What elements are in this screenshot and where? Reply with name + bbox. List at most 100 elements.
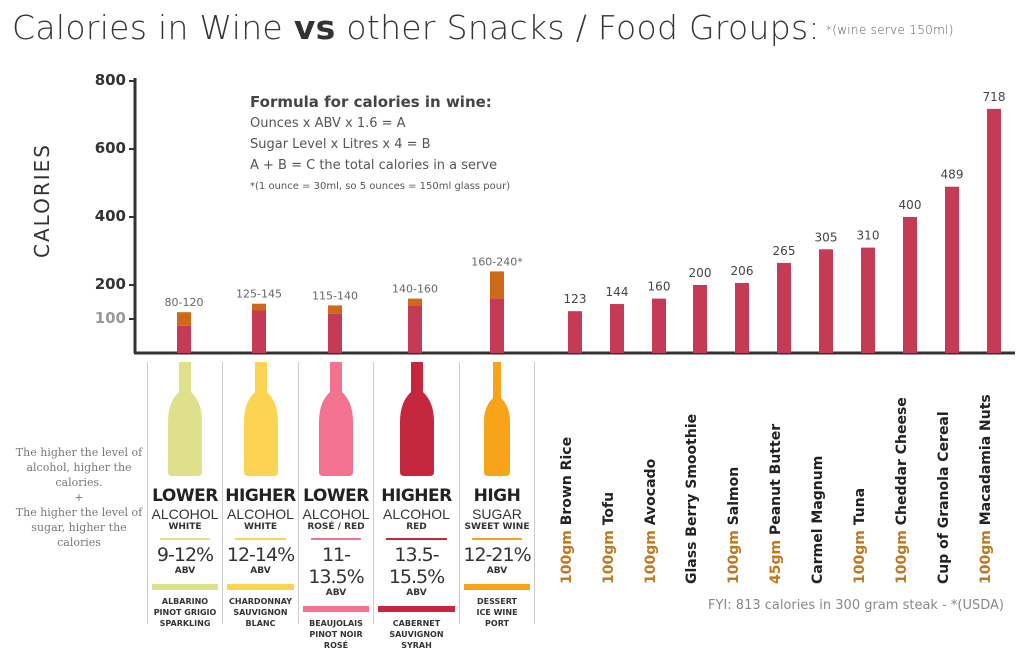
divider (160, 538, 210, 540)
y-tick-label: 800 (94, 71, 126, 89)
wine-kind: SUGAR (472, 506, 522, 522)
food-bar (987, 108, 1001, 353)
wine-bar-label: 115-140 (312, 289, 358, 302)
wine-bar-range (328, 305, 342, 314)
food-qty: 100gm (559, 530, 575, 584)
formula-note: *(1 ounce = 30ml, so 5 ounces = 150ml gl… (250, 181, 511, 192)
y-tick-label: 400 (94, 207, 126, 225)
wine-level: LOWER (152, 486, 218, 506)
grape-variety: ALBARINO (161, 597, 209, 606)
wine-bar-label: 80-120 (165, 296, 204, 309)
divider (472, 538, 522, 540)
food-label: 100gm Tuna (852, 362, 878, 592)
grape-variety: CABERNET (392, 619, 441, 628)
abv-label: ABV (406, 588, 427, 598)
wine-bar-range (177, 312, 191, 326)
wine-panel: HIGH SUGAR SWEET WINE 12-21% ABV DESSERT ICE W… (459, 362, 535, 628)
abv-label: ABV (174, 566, 196, 576)
side-note-line: The higher the level of alcohol, higher … (15, 446, 143, 489)
food-name: Cheddar Cheese (894, 397, 910, 526)
grape-variety: BLANC (245, 619, 276, 628)
food-bar (693, 285, 707, 353)
food-bar (945, 186, 959, 353)
grape-variety: DESSERT (477, 597, 517, 606)
wine-abv: 12-14% (226, 544, 295, 566)
grape-variety: CHARDONNAY (229, 597, 292, 606)
food-name: Brown Rice (559, 436, 575, 526)
food-qty: 100gm (601, 530, 617, 584)
food-bar (610, 304, 624, 353)
wine-type: RED (406, 522, 427, 532)
wine-kind: ALCOHOL (383, 506, 450, 522)
grape-variety: SAUVIGNON (233, 608, 288, 617)
wine-abv: 9-12% (156, 544, 214, 566)
food-name: Carmel Magnum (810, 455, 826, 584)
wine-bottle-icon (319, 362, 353, 476)
food-bar-value: 123 (564, 292, 587, 306)
side-note-line: The higher the level of sugar, higher th… (15, 506, 143, 549)
wine-bar-base (408, 305, 422, 353)
wine-kind: ALCOHOL (151, 506, 219, 522)
food-name: Tofu (601, 491, 617, 526)
wine-level: HIGHER (381, 486, 452, 506)
food-label: 100gm Avocado (643, 362, 669, 592)
grape-variety: PORT (485, 619, 509, 628)
food-label: 100gm Cheddar Cheese (894, 362, 920, 592)
food-qty: 45gm (768, 539, 784, 584)
wine-abv: 12-21% (463, 544, 531, 566)
food-label: 45gm Peanut Butter (768, 362, 794, 592)
grape-variety: SPARKLING (159, 619, 211, 628)
food-bar (652, 298, 666, 353)
wine-level: HIGHER (225, 486, 296, 506)
food-bar (735, 282, 749, 353)
wine-bar-base (177, 325, 191, 353)
formula-line: Sugar Level x Litres x 4 = B (250, 137, 431, 152)
food-bar-value: 310 (857, 229, 880, 243)
formula-box: Formula for calories in wine: Ounces x A… (250, 92, 510, 197)
color-bar (378, 606, 455, 612)
food-bar-value: 489 (941, 168, 964, 182)
food-label: Glass Berry Smoothie (684, 362, 710, 592)
side-note-plus: + (74, 491, 84, 504)
title-note: *(wine serve 150ml) (825, 22, 954, 37)
wine-bottle-icon (484, 362, 510, 476)
food-bar-value: 206 (731, 264, 754, 278)
divider (235, 538, 286, 540)
wine-level: LOWER (303, 486, 369, 506)
color-bar (227, 584, 294, 590)
wine-bar-base (328, 313, 342, 353)
food-label: 100gm Salmon (726, 362, 752, 592)
wine-bar-range (408, 298, 422, 306)
color-bar (464, 584, 530, 590)
wine-type: ROSÉ / RED (307, 522, 365, 532)
wine-abv: 11-13.5% (308, 544, 364, 588)
wine-bottle-icon (399, 362, 434, 476)
side-note: The higher the level of alcohol, higher … (15, 445, 143, 550)
wine-bar-range (252, 303, 266, 311)
food-label: Carmel Magnum (810, 362, 836, 592)
grape-variety: SAUVIGNON (389, 630, 444, 639)
chart-plot: 80-120 125-145 115-140 140-160 160-240* 123 14… (129, 78, 1015, 355)
food-qty: 100gm (852, 530, 868, 584)
abv-label: ABV (325, 588, 347, 598)
food-bar-value: 305 (815, 230, 838, 244)
food-bar (819, 249, 833, 353)
wine-panel: HIGHER ALCOHOL RED 13.5-15.5% ABV CABERNET SAU… (373, 362, 459, 650)
wine-bar-label: 125-145 (236, 288, 282, 301)
food-bar-value: 265 (773, 244, 796, 258)
wine-type: SWEET WINE (464, 522, 530, 532)
wine-panel: HIGHER ALCOHOL WHITE 12-14% ABV CHARDONNAY SAU… (222, 362, 298, 628)
page-title: Calories in Wine vs other Snacks / Food … (12, 8, 954, 47)
food-bar-value: 144 (606, 285, 629, 299)
food-label: 100gm Macadamia Nuts (978, 362, 1004, 592)
grape-variety: PINOT GRIGIO (153, 608, 217, 617)
food-qty: 100gm (726, 530, 742, 584)
wine-bar-label: 140-160 (392, 283, 438, 296)
wine-panel: LOWER ALCOHOL ROSÉ / RED 11-13.5% ABV BEAUJOL… (298, 362, 373, 650)
food-name: Peanut Butter (768, 423, 784, 536)
abv-label: ABV (250, 566, 271, 576)
wine-bottle-icon (243, 362, 278, 476)
grape-variety: PINOT NOIR (309, 630, 363, 639)
wine-bottle-icon (168, 362, 202, 476)
wine-kind: ALCOHOL (302, 506, 370, 522)
